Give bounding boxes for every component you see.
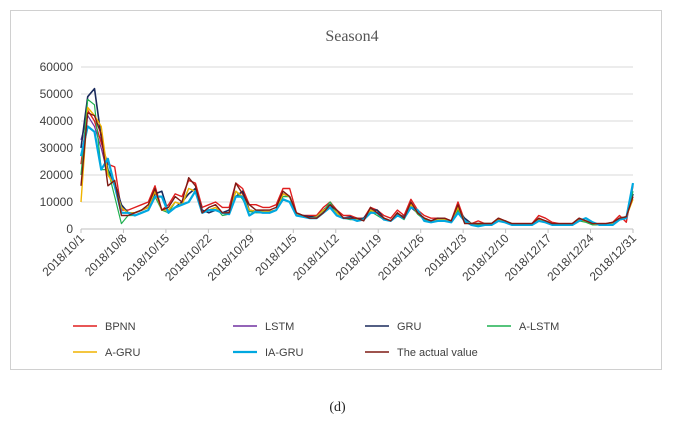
legend-label: IA-GRU (265, 347, 304, 359)
series-line-the-actual-value (80, 112, 634, 225)
y-tick-label: 10000 (40, 195, 74, 209)
legend-label: BPNN (105, 321, 136, 333)
legend-label: A-LSTM (519, 321, 559, 333)
legend-label: GRU (397, 321, 422, 333)
chart-frame: Season4 0 10000 20000 30000 40000 50000 60000 … (10, 10, 662, 370)
season4-line-chart: Season4 0100002000030000400005000060000 … (39, 28, 639, 359)
x-tick-label: 2018/11/26 (375, 231, 427, 283)
series-line-a-gru (80, 106, 634, 226)
x-axis-ticks: 2018/10/12018/10/82018/10/152018/10/2220… (39, 229, 639, 284)
gridlines (81, 66, 633, 230)
series-line-a-lstm (80, 98, 634, 226)
series-lines (79, 87, 635, 228)
legend-label: The actual value (397, 347, 478, 359)
legend: BPNN LSTM GRU A-LSTM A-GRU IA-GRU The actual v… (73, 321, 559, 359)
series-line-gru (80, 87, 634, 226)
x-tick-label: 2018/12/31 (587, 231, 640, 284)
chart-title: Season4 (325, 28, 378, 45)
y-tick-label: 40000 (40, 114, 74, 128)
x-tick-label: 2018/10/29 (205, 231, 258, 284)
y-tick-label: 0 (66, 222, 73, 236)
x-tick-label: 2018/10/1 (39, 231, 87, 279)
series-line-bpnn (80, 109, 634, 225)
y-tick-label: 60000 (40, 60, 74, 74)
legend-label: LSTM (265, 321, 294, 333)
figure-caption: (d) (329, 400, 346, 415)
legend-label: A-GRU (105, 347, 141, 359)
y-tick-label: 20000 (40, 168, 74, 182)
y-axis-ticks: 0 10000 20000 30000 40000 50000 60000 (40, 60, 74, 236)
y-tick-label: 30000 (40, 141, 74, 155)
y-tick-label: 50000 (40, 87, 74, 101)
series-line-ia-gru (79, 125, 635, 228)
